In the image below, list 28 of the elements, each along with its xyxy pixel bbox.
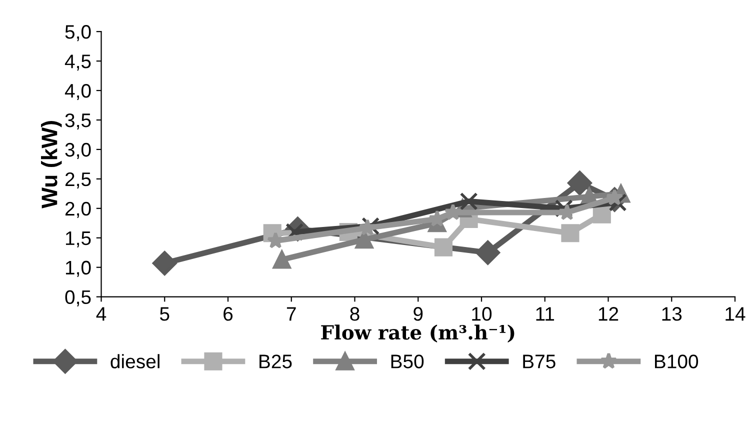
- y-axis-title: Wu (kW): [41, 121, 62, 208]
- y-tick-label: 4,5: [64, 54, 91, 71]
- legend-label: B50: [391, 354, 424, 368]
- x-tick-label: 8: [350, 307, 360, 321]
- x-tick-label: 12: [598, 307, 618, 321]
- y-tick-label: 5,0: [65, 25, 91, 42]
- legend-label: B100: [655, 354, 698, 368]
- x-tick-label: 7: [286, 307, 296, 321]
- y-tick-label: 1,0: [66, 260, 91, 277]
- x-tick-label: 6: [224, 307, 233, 321]
- legend-label: diesel: [110, 354, 160, 368]
- y-tick-label: 3,0: [65, 142, 91, 159]
- x-tick-label: 13: [662, 307, 682, 321]
- y-tick-label: 4,0: [64, 84, 91, 100]
- x-tick-label: 14: [726, 307, 746, 321]
- x-tick-label: 10: [472, 307, 492, 321]
- y-tick-label: 2,5: [65, 172, 91, 188]
- x-tick-label: 11: [536, 307, 554, 321]
- y-tick-label: 2,0: [65, 202, 91, 218]
- legend-label: B25: [260, 354, 292, 368]
- y-tick-label: 1,5: [66, 232, 91, 248]
- x-tick-label: 5: [160, 307, 170, 321]
- x-tick-label: 9: [414, 307, 423, 321]
- y-tick-label: 0,5: [65, 290, 91, 306]
- x-axis-title: Flow rate (m³.h⁻¹): [321, 324, 514, 342]
- x-tick-label: 4: [96, 307, 106, 321]
- y-tick-label: 3,5: [65, 113, 91, 130]
- legend-label: B75: [523, 354, 556, 368]
